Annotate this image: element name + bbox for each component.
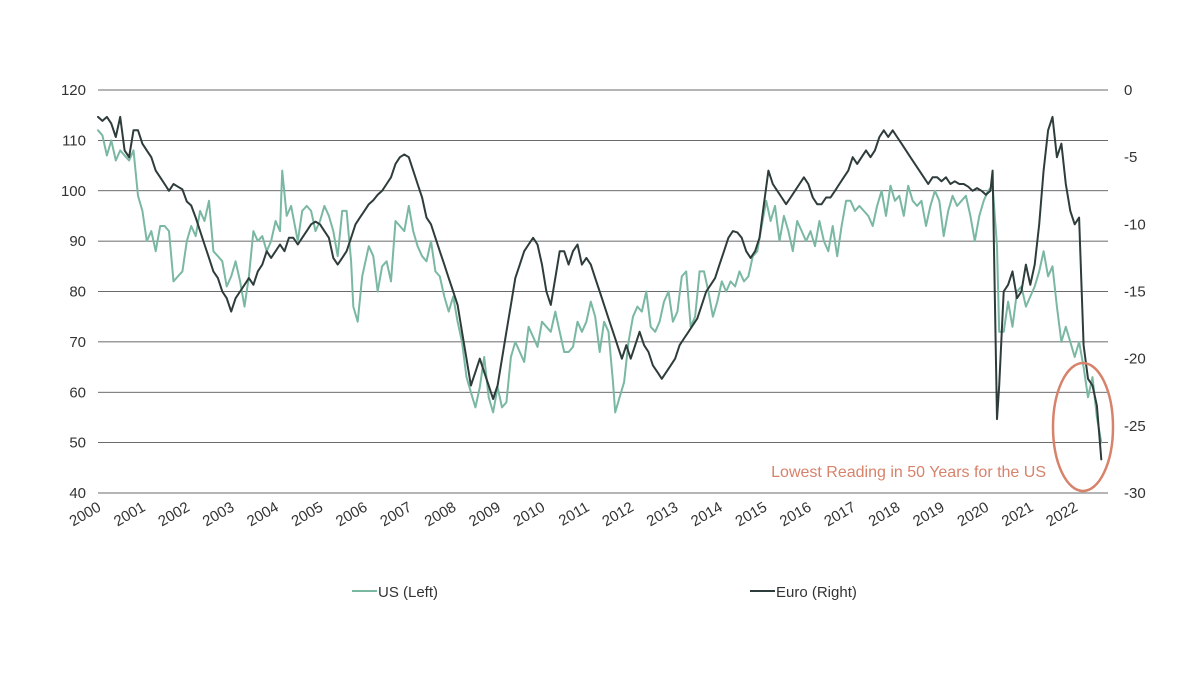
x-tick-label: 2015 [733, 499, 770, 530]
annotation-text: Lowest Reading in 50 Years for the US [771, 464, 1046, 481]
x-tick-label: 2001 [111, 499, 148, 530]
y-left-tick-label: 80 [69, 284, 86, 301]
x-tick-label: 2009 [466, 499, 503, 530]
x-tick-label: 2020 [955, 499, 992, 530]
x-tick-label: 2012 [599, 499, 636, 530]
y-right-tick-label: -5 [1124, 149, 1137, 166]
y-left-tick-label: 110 [62, 132, 86, 149]
legend-label-euro: Euro (Right) [776, 584, 857, 601]
y-left-tick-label: 120 [61, 82, 86, 99]
y-left-tick-label: 90 [69, 233, 86, 250]
y-left-tick-label: 70 [69, 334, 86, 351]
x-tick-label: 2000 [67, 499, 104, 530]
y-right-tick-label: -10 [1124, 216, 1146, 233]
x-tick-label: 2005 [289, 499, 326, 530]
y-right-tick-label: 0 [1124, 82, 1132, 99]
y-right-tick-label: -20 [1124, 351, 1146, 368]
y-left-tick-label: 100 [61, 183, 86, 200]
x-tick-label: 2006 [333, 499, 370, 530]
gridlines [98, 89, 1108, 494]
x-tick-label: 2022 [1043, 499, 1080, 530]
x-tick-label: 2007 [377, 499, 414, 530]
series-line-us [97, 129, 1103, 444]
x-tick-label: 2021 [999, 499, 1036, 530]
y-left-tick-label: 50 [69, 435, 86, 452]
series-line-euro [97, 115, 1103, 461]
x-tick-label: 2016 [777, 499, 814, 530]
y-left-tick-label: 40 [69, 485, 86, 502]
y-right-tick-label: -30 [1124, 485, 1146, 502]
right-axis-ticks: 0 -5 -10 -15 -20 -25 -30 [1124, 82, 1146, 502]
y-right-tick-label: -25 [1124, 418, 1146, 435]
annotation-circle [1051, 361, 1115, 493]
legend-label-us: US (Left) [378, 584, 438, 601]
y-right-tick-label: -15 [1124, 284, 1146, 301]
annotation-group: Lowest Reading in 50 Years for the US [771, 361, 1115, 493]
left-axis-ticks: 120 110 100 90 80 70 60 50 40 [61, 82, 86, 502]
x-tick-label: 2008 [422, 499, 459, 530]
x-tick-label: 2010 [511, 499, 548, 530]
x-tick-label: 2018 [866, 499, 903, 530]
x-tick-label: 2004 [244, 499, 281, 530]
y-left-tick-label: 60 [69, 384, 86, 401]
x-tick-label: 2014 [688, 499, 725, 530]
x-axis-ticks: 2000 2001 2002 2003 2004 2005 2006 2007 2008 2009… [67, 499, 1081, 530]
x-tick-label: 2019 [910, 499, 947, 530]
legend: US (Left) Euro (Right) [352, 584, 857, 601]
x-tick-label: 2017 [821, 499, 858, 530]
x-tick-label: 2003 [200, 499, 237, 530]
x-tick-label: 2011 [556, 499, 592, 530]
series-lines [97, 115, 1103, 461]
x-tick-label: 2002 [155, 499, 192, 530]
x-tick-label: 2013 [644, 499, 681, 530]
